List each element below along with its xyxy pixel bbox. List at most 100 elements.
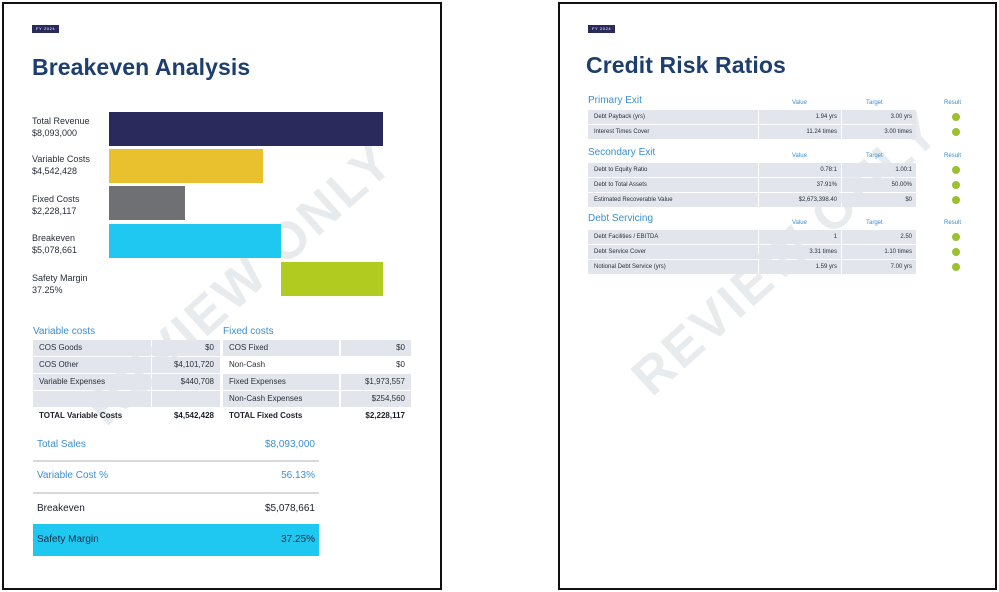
ratio-name: Debt to Total Assets xyxy=(588,178,758,192)
ratio-name: Estimated Recoverable Value xyxy=(588,193,758,207)
bar-breakeven xyxy=(109,224,281,258)
ratio-target: 50.00% xyxy=(842,178,916,192)
ratio-target: 7.00 yrs xyxy=(842,260,916,274)
summary-breakeven: Breakeven $5,078,661 xyxy=(33,494,319,524)
bar-label: Safety Margin 37.25% xyxy=(32,273,88,295)
result-cell xyxy=(918,230,968,244)
bar-fixed-costs xyxy=(109,186,185,220)
summary-label: Safety Margin xyxy=(37,534,99,545)
summary-total-sales: Total Sales $8,093,000 xyxy=(33,430,319,460)
bar-label: Variable Costs $4,542,428 xyxy=(32,154,90,176)
fixed-cost-name: Non-Cash xyxy=(229,360,266,369)
column-result-header: Result xyxy=(944,100,962,106)
divider xyxy=(33,492,319,494)
fixed-cost-name: Non-Cash Expenses xyxy=(223,391,339,407)
ratio-value: 1.59 yrs xyxy=(759,260,841,274)
column-value-header: Value xyxy=(792,153,807,159)
result-cell xyxy=(918,193,968,207)
ratio-target: 1.10 times xyxy=(842,245,916,259)
fixed-cost-value: $1,973,557 xyxy=(341,374,411,390)
ratio-target: 3.00 yrs xyxy=(842,110,916,124)
column-target-header: Target xyxy=(866,220,883,226)
summary-value: $5,078,661 xyxy=(264,503,315,514)
fixed-total-label: TOTAL Fixed Costs xyxy=(229,411,303,420)
ratio-row: Debt Service Cover 3.31 times 1.10 times xyxy=(588,245,968,259)
summary-safety-margin: Safety Margin 37.25% xyxy=(33,524,319,556)
ratio-name: Notional Debt Service (yrs) xyxy=(588,260,758,274)
summary-variable-cost-pct: Variable Cost % 56.13% xyxy=(33,461,319,491)
bar-row-breakeven: Breakeven $5,078,661 xyxy=(4,224,440,260)
fiscal-year-badge: FY 2024 xyxy=(32,25,60,33)
result-cell xyxy=(918,178,968,192)
ratio-value: 11.24 times xyxy=(759,125,841,139)
ratio-target: 2.50 xyxy=(842,230,916,244)
bar-row-total-revenue: Total Revenue $8,093,000 xyxy=(4,111,440,147)
variable-cost-name: Variable Expenses xyxy=(33,374,151,390)
result-cell xyxy=(918,163,968,177)
credit-risk-page: REVIEW ONLY FY 2024 Credit Risk Ratios P… xyxy=(558,2,997,590)
column-target-header: Target xyxy=(866,100,883,106)
result-cell xyxy=(918,260,968,274)
column-result-header: Result xyxy=(944,153,962,159)
bar-safety-margin xyxy=(281,262,383,296)
costs-table: COS Goods $0 COS Fixed $0 COS Other $4,1… xyxy=(33,340,411,424)
ratio-value: 1 xyxy=(759,230,841,244)
ratio-value: $2,673,398.40 xyxy=(759,193,841,207)
status-dot-icon xyxy=(952,263,960,271)
ratio-value: 0.78:1 xyxy=(759,163,841,177)
variable-cost-value xyxy=(152,391,220,407)
variable-cost-value: $0 xyxy=(152,340,220,356)
variable-cost-name: COS Other xyxy=(33,357,151,373)
status-dot-icon xyxy=(952,181,960,189)
bar-row-fixed-costs: Fixed Costs $2,228,117 xyxy=(4,186,440,222)
ratio-row: Notional Debt Service (yrs) 1.59 yrs 7.0… xyxy=(588,260,968,274)
variable-costs-heading: Variable costs xyxy=(33,326,96,337)
ratio-name: Debt Facilities / EBITDA xyxy=(588,230,758,244)
fixed-total-value: $2,228,117 xyxy=(365,411,405,420)
ratio-name: Debt to Equity Ratio xyxy=(588,163,758,177)
variable-cost-name: COS Goods xyxy=(33,340,151,356)
ratio-row: Debt to Total Assets 37.91% 50.00% xyxy=(588,178,968,192)
summary-value: $8,093,000 xyxy=(264,439,315,450)
section-heading-debt-servicing: Debt Servicing xyxy=(588,213,654,224)
status-dot-icon xyxy=(952,113,960,121)
summary-value: 37.25% xyxy=(281,534,315,545)
fixed-cost-value: $0 xyxy=(396,360,405,369)
fiscal-year-badge: FY 2024 xyxy=(588,25,616,33)
bar-row-safety-margin: Safety Margin 37.25% xyxy=(4,262,440,298)
status-dot-icon xyxy=(952,248,960,256)
page-title: Breakeven Analysis xyxy=(32,54,251,80)
status-dot-icon xyxy=(952,166,960,174)
ratio-value: 37.91% xyxy=(759,178,841,192)
ratio-name: Interest Times Cover xyxy=(588,125,758,139)
fixed-costs-heading: Fixed costs xyxy=(223,326,274,337)
ratio-row: Estimated Recoverable Value $2,673,398.4… xyxy=(588,193,968,207)
column-value-header: Value xyxy=(792,220,807,226)
status-dot-icon xyxy=(952,233,960,241)
summary-value: 56.13% xyxy=(281,470,315,481)
divider xyxy=(33,460,319,462)
fixed-cost-name: Fixed Expenses xyxy=(223,374,339,390)
column-value-header: Value xyxy=(792,100,807,106)
fixed-cost-value: $254,560 xyxy=(341,391,411,407)
result-cell xyxy=(918,245,968,259)
summary-label: Variable Cost % xyxy=(37,470,108,481)
breakeven-page: REVIEW ONLY FY 2024 Breakeven Analysis T… xyxy=(2,2,442,590)
column-target-header: Target xyxy=(866,153,883,159)
table-row: Non-Cash Expenses $254,560 xyxy=(33,391,411,407)
ratio-row: Interest Times Cover 11.24 times 3.00 ti… xyxy=(588,125,968,139)
column-result-header: Result xyxy=(944,220,962,226)
ratio-name: Debt Service Cover xyxy=(588,245,758,259)
summary-label: Breakeven xyxy=(37,503,85,514)
variable-cost-value: $4,101,720 xyxy=(152,357,220,373)
fixed-cost-name: COS Fixed xyxy=(223,340,339,356)
bar-label: Total Revenue $8,093,000 xyxy=(32,116,90,138)
bar-variable-costs xyxy=(109,149,263,183)
table-row: Variable Expenses $440,708 Fixed Expense… xyxy=(33,374,411,390)
section-heading-primary-exit: Primary Exit xyxy=(588,95,642,106)
variable-total-label: TOTAL Variable Costs xyxy=(39,411,123,420)
status-dot-icon xyxy=(952,128,960,136)
status-dot-icon xyxy=(952,196,960,204)
result-cell xyxy=(918,110,968,124)
table-row: COS Goods $0 COS Fixed $0 xyxy=(33,340,411,356)
